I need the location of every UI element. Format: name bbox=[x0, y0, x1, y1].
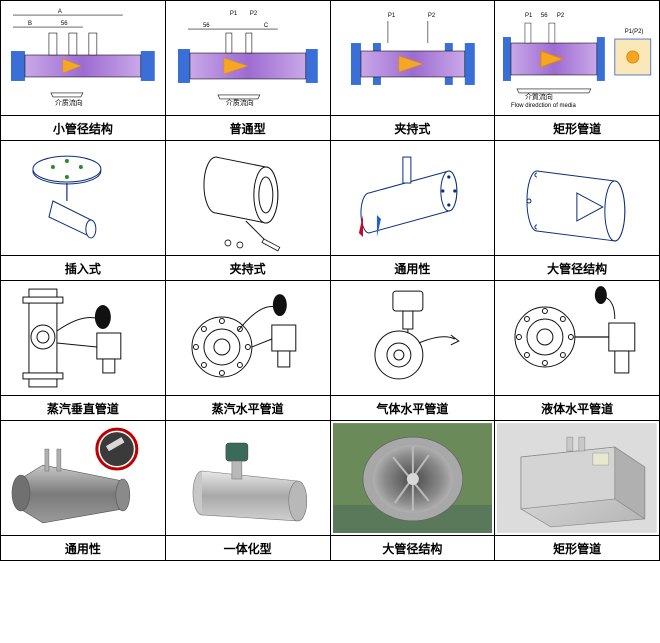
diagram-steam-horizontal bbox=[166, 281, 330, 395]
label-r1c3: 夹持式 bbox=[331, 116, 495, 140]
diagram-liquid-horizontal bbox=[495, 281, 659, 395]
diagram-universal-iso bbox=[331, 141, 495, 255]
label-r1c1: 小管径结构 bbox=[1, 116, 165, 140]
label-r4c4: 矩形管道 bbox=[495, 536, 659, 560]
label-text: 蒸汽垂直管道 bbox=[47, 400, 119, 417]
svg-text:P2: P2 bbox=[250, 11, 258, 17]
product-table: A B 56 介质流向 P1 P2 56 C bbox=[0, 0, 660, 561]
svg-text:介质流向: 介质流向 bbox=[55, 98, 83, 107]
label-text: 大管径结构 bbox=[382, 540, 442, 557]
photo-universal bbox=[1, 421, 165, 535]
diagram-steam-vertical bbox=[1, 281, 165, 395]
label-r2c1: 插入式 bbox=[1, 256, 165, 280]
label-r3c1: 蒸汽垂直管道 bbox=[1, 396, 165, 420]
label-r2c4: 大管径结构 bbox=[495, 256, 659, 280]
svg-text:Flow diredction of media: Flow diredction of media bbox=[511, 103, 577, 109]
diagram-wafer-type-1: P1 P2 bbox=[331, 1, 495, 115]
label-text: 一体化型 bbox=[224, 540, 272, 557]
diagram-wafer-iso bbox=[166, 141, 330, 255]
diagram-common-type: P1 P2 56 C 介质流向 bbox=[166, 1, 330, 115]
svg-text:介质流向: 介质流向 bbox=[226, 98, 254, 107]
svg-text:P1(P2): P1(P2) bbox=[625, 29, 644, 35]
label-text: 普通型 bbox=[230, 120, 266, 137]
label-r1c4: 矩形管道 bbox=[495, 116, 659, 140]
svg-text:P2: P2 bbox=[427, 13, 435, 19]
label-text: 矩形管道 bbox=[553, 120, 601, 137]
label-text: 夹持式 bbox=[230, 260, 266, 277]
label-r3c3: 气体水平管道 bbox=[331, 396, 495, 420]
label-r4c1: 通用性 bbox=[1, 536, 165, 560]
diagram-small-pipe: A B 56 介质流向 bbox=[1, 1, 165, 115]
diagram-insertion bbox=[1, 141, 165, 255]
label-text: 大管径结构 bbox=[547, 260, 607, 277]
svg-text:56: 56 bbox=[61, 21, 68, 27]
label-text: 夹持式 bbox=[394, 120, 430, 137]
label-text: 气体水平管道 bbox=[376, 400, 448, 417]
label-text: 通用性 bbox=[394, 260, 430, 277]
svg-text:A: A bbox=[58, 9, 62, 15]
label-text: 插入式 bbox=[65, 260, 101, 277]
svg-text:介質流向: 介質流向 bbox=[525, 92, 553, 101]
label-r3c4: 液体水平管道 bbox=[495, 396, 659, 420]
svg-text:P2: P2 bbox=[557, 13, 565, 19]
photo-rect-duct bbox=[495, 421, 659, 535]
svg-text:56: 56 bbox=[203, 23, 210, 29]
label-text: 矩形管道 bbox=[553, 540, 601, 557]
svg-text:B: B bbox=[28, 21, 32, 27]
diagram-rect-duct-1: P1 56 P2 P1(P2) 介質流向 Flow diredction of me… bbox=[495, 1, 659, 115]
photo-large-pipe bbox=[331, 421, 495, 535]
label-r4c3: 大管径结构 bbox=[331, 536, 495, 560]
svg-text:P1: P1 bbox=[230, 11, 238, 17]
photo-integrated bbox=[166, 421, 330, 535]
label-r2c3: 通用性 bbox=[331, 256, 495, 280]
svg-text:56: 56 bbox=[541, 13, 548, 19]
diagram-large-pipe-iso bbox=[495, 141, 659, 255]
diagram-gas-horizontal bbox=[331, 281, 495, 395]
svg-text:C: C bbox=[264, 23, 269, 29]
label-text: 蒸汽水平管道 bbox=[212, 400, 284, 417]
svg-text:P1: P1 bbox=[525, 13, 533, 19]
label-r1c2: 普通型 bbox=[166, 116, 330, 140]
label-text: 小管径结构 bbox=[53, 120, 113, 137]
label-r2c2: 夹持式 bbox=[166, 256, 330, 280]
label-r4c2: 一体化型 bbox=[166, 536, 330, 560]
label-text: 液体水平管道 bbox=[541, 400, 613, 417]
label-text: 通用性 bbox=[65, 540, 101, 557]
label-r3c2: 蒸汽水平管道 bbox=[166, 396, 330, 420]
svg-text:P1: P1 bbox=[387, 13, 395, 19]
